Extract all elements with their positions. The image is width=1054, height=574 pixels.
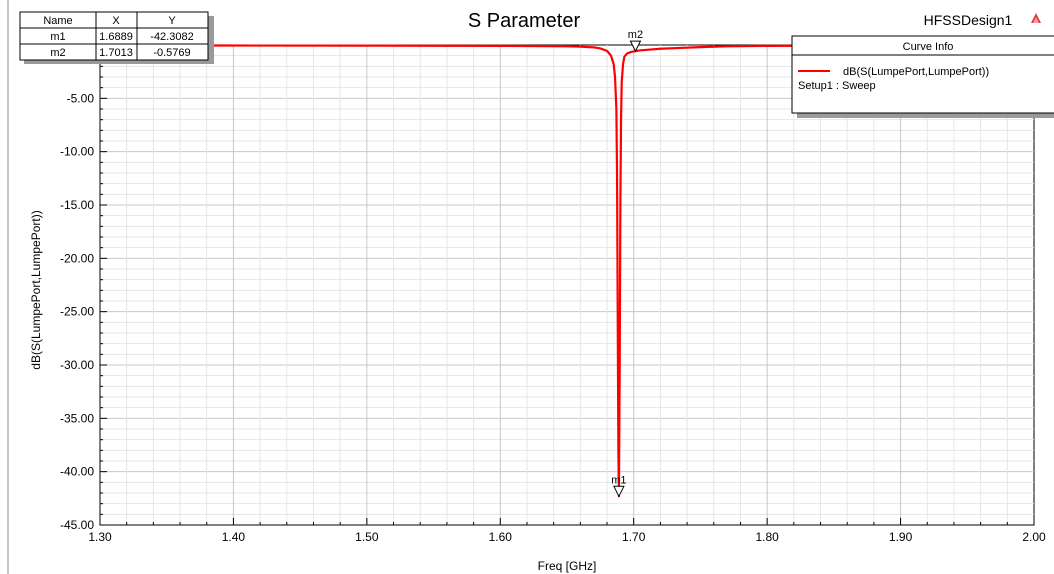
marker-table-header: X <box>112 15 120 27</box>
x-tick-label: 2.00 <box>1022 530 1046 544</box>
marker-table-cell: m2 <box>50 47 65 59</box>
marker-table-cell: -42.3082 <box>150 31 193 43</box>
y-tick-label: -20.00 <box>60 251 94 265</box>
x-tick-label: 1.80 <box>755 530 779 544</box>
legend-entry: dB(S(LumpePort,LumpePort)) <box>843 66 989 78</box>
series-line <box>100 44 1034 498</box>
y-axis-ticks: -5.00 -10.00 -15.00 -20.00 -25.00 -30.00 -35.0… <box>60 55 107 532</box>
plot-area <box>99 44 1035 526</box>
hfss-logo-inner-icon <box>1033 17 1039 23</box>
y-axis-label: dB(S(LumpePort,LumpePort)) <box>29 210 43 369</box>
marker-layer: m1 m2 <box>611 29 643 498</box>
design-name: HFSSDesign1 <box>924 12 1013 28</box>
y-tick-label: -45.00 <box>60 518 94 532</box>
marker-m2[interactable] <box>629 40 642 53</box>
marker-table-header: Y <box>168 15 176 27</box>
legend-subtitle: Setup1 : Sweep <box>798 80 876 92</box>
x-tick-label: 1.60 <box>489 530 513 544</box>
y-tick-label: -10.00 <box>60 145 94 159</box>
x-tick-label: 1.90 <box>889 530 913 544</box>
x-tick-label: 1.70 <box>622 530 646 544</box>
marker-label: m1 <box>611 474 626 486</box>
y-tick-label: -30.00 <box>60 358 94 372</box>
grid <box>100 45 1034 525</box>
marker-table-cell: m1 <box>50 31 65 43</box>
marker-table-cell: -0.5769 <box>153 47 190 59</box>
x-tick-label: 1.30 <box>88 530 112 544</box>
y-tick-label: -40.00 <box>60 465 94 479</box>
chart-title: S Parameter <box>468 10 581 32</box>
marker-m1[interactable] <box>613 485 625 498</box>
marker-table-cell: 1.7013 <box>99 47 133 59</box>
marker-table-cell: 1.6889 <box>99 31 133 43</box>
y-tick-label: -15.00 <box>60 198 94 212</box>
legend-box <box>791 35 1054 114</box>
legend[interactable]: Curve Info dB(S(LumpePort,LumpePort)) Se… <box>791 35 1054 118</box>
marker-label: m2 <box>628 29 643 41</box>
legend-title: Curve Info <box>903 41 954 53</box>
marker-table-box <box>19 11 209 61</box>
x-axis-label: Freq [GHz] <box>538 559 597 573</box>
y-tick-label: -35.00 <box>60 411 94 425</box>
x-axis-ticks: 1.30 1.40 1.50 1.60 1.70 1.80 1.90 2.00 <box>88 518 1046 544</box>
marker-table: Name X Y m1 1.6889 -42.3082 m2 1.7013 -0… <box>19 11 214 64</box>
x-tick-label: 1.40 <box>222 530 246 544</box>
x-tick-label: 1.50 <box>355 530 379 544</box>
series-layer <box>100 44 1034 498</box>
y-tick-label: -25.00 <box>60 305 94 319</box>
marker-table-header: Name <box>43 15 72 27</box>
y-tick-label: -5.00 <box>67 91 95 105</box>
